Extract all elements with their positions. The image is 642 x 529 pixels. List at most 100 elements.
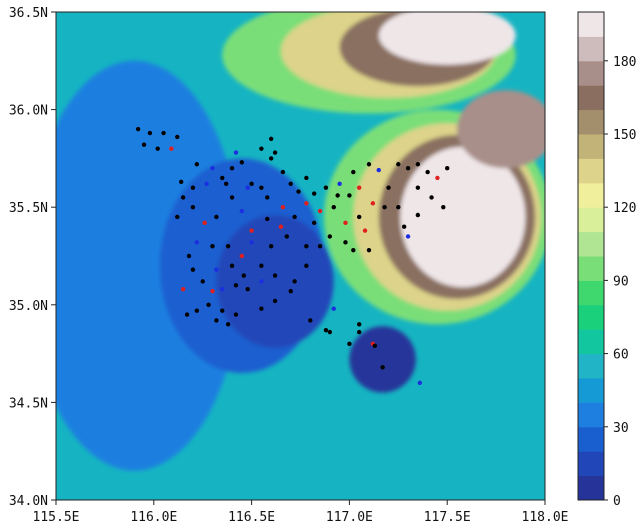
station-marker-51 bbox=[265, 216, 270, 222]
station-marker-70 bbox=[343, 240, 348, 245]
y-tick-label: 34.0N bbox=[9, 494, 48, 509]
station-marker-62 bbox=[225, 244, 231, 249]
station-marker-61 bbox=[210, 244, 215, 249]
station-marker-40 bbox=[401, 224, 407, 229]
station-marker-59 bbox=[175, 214, 180, 220]
station-marker-80 bbox=[210, 288, 215, 294]
colorbar-segment bbox=[578, 475, 604, 501]
station-marker-17 bbox=[272, 150, 278, 155]
station-marker-89 bbox=[259, 306, 264, 311]
station-marker-83 bbox=[190, 267, 196, 272]
station-marker-5 bbox=[169, 146, 174, 151]
station-marker-79 bbox=[220, 286, 225, 292]
station-marker-92 bbox=[194, 308, 200, 313]
station-marker-98 bbox=[327, 329, 333, 335]
station-marker-13 bbox=[229, 165, 235, 171]
colorbar-segment bbox=[578, 158, 604, 184]
station-marker-93 bbox=[184, 312, 190, 317]
colorbar-tick-label: 0 bbox=[613, 494, 621, 509]
station-marker-10 bbox=[190, 185, 196, 190]
station-marker-102 bbox=[356, 329, 362, 335]
station-marker-113 bbox=[245, 185, 250, 190]
station-marker-90 bbox=[272, 298, 278, 304]
station-marker-115 bbox=[296, 189, 301, 194]
station-marker-78 bbox=[233, 283, 239, 288]
colorbar-tick-label: 30 bbox=[613, 421, 629, 436]
station-marker-19 bbox=[265, 195, 270, 200]
contour-region-3 bbox=[349, 326, 416, 393]
station-marker-68 bbox=[317, 244, 323, 249]
x-axis: 115.5E 116.0E 116.5E 117.0E 117.5E 118.0E bbox=[33, 500, 568, 525]
colorbar-segment bbox=[578, 426, 604, 452]
colorbar-frame bbox=[577, 11, 605, 501]
station-marker-22 bbox=[304, 175, 309, 181]
station-marker-75 bbox=[272, 273, 278, 278]
station-marker-14 bbox=[239, 160, 245, 165]
station-marker-95 bbox=[214, 318, 219, 323]
station-marker-12 bbox=[220, 175, 225, 181]
station-marker-8 bbox=[210, 165, 215, 171]
station-marker-26 bbox=[351, 169, 356, 175]
station-marker-0 bbox=[135, 126, 141, 132]
station-marker-7 bbox=[194, 162, 200, 167]
station-marker-110 bbox=[268, 156, 274, 161]
station-marker-60 bbox=[194, 240, 200, 245]
colorbar-tick-label: 180 bbox=[613, 55, 636, 70]
y-axis: 34.0N 34.5N 35.0N 35.5N 36.0N 36.5N bbox=[9, 6, 56, 509]
station-marker-64 bbox=[249, 240, 254, 245]
station-marker-104 bbox=[372, 343, 378, 348]
station-marker-54 bbox=[229, 195, 235, 200]
station-marker-101 bbox=[356, 322, 362, 327]
y-tick-label: 34.5N bbox=[9, 396, 48, 411]
station-marker-87 bbox=[220, 308, 225, 313]
station-marker-18 bbox=[249, 181, 254, 186]
station-marker-96 bbox=[308, 318, 313, 323]
x-tick-label: 116.0E bbox=[130, 510, 177, 525]
station-marker-11 bbox=[204, 181, 209, 186]
station-marker-27 bbox=[356, 185, 362, 190]
colorbar-tick-label: 90 bbox=[613, 274, 629, 289]
colorbar-segment bbox=[578, 402, 604, 428]
contour-region-7 bbox=[378, 12, 516, 65]
station-marker-32 bbox=[405, 165, 411, 171]
station-marker-69 bbox=[327, 234, 333, 239]
station-marker-114 bbox=[280, 205, 286, 210]
station-marker-71 bbox=[351, 247, 356, 253]
colorbar-segment bbox=[578, 60, 604, 86]
station-marker-72 bbox=[362, 228, 368, 233]
station-marker-77 bbox=[245, 286, 250, 292]
colorbar-segment bbox=[578, 353, 604, 379]
station-marker-28 bbox=[366, 162, 372, 167]
station-marker-66 bbox=[284, 234, 290, 239]
station-marker-41 bbox=[405, 234, 411, 239]
station-marker-88 bbox=[233, 312, 239, 317]
colorbar-tick-label: 60 bbox=[613, 348, 629, 363]
station-marker-42 bbox=[382, 205, 387, 210]
station-marker-111 bbox=[223, 181, 229, 186]
station-marker-39 bbox=[415, 212, 421, 218]
station-marker-29 bbox=[376, 167, 381, 173]
station-marker-33 bbox=[415, 162, 421, 167]
colorbar-segment bbox=[578, 280, 604, 306]
station-marker-109 bbox=[259, 185, 264, 190]
station-marker-16 bbox=[268, 136, 274, 142]
station-marker-52 bbox=[249, 228, 254, 233]
station-marker-6 bbox=[175, 134, 180, 140]
y-tick-label: 35.0N bbox=[9, 299, 48, 314]
station-marker-37 bbox=[429, 195, 434, 200]
station-marker-81 bbox=[200, 279, 205, 284]
station-marker-108 bbox=[396, 205, 401, 210]
colorbar-segment bbox=[578, 231, 604, 257]
contour-region-12 bbox=[456, 90, 545, 169]
colorbar-segment bbox=[578, 304, 604, 330]
station-marker-46 bbox=[331, 205, 336, 210]
station-marker-23 bbox=[311, 191, 317, 196]
station-marker-57 bbox=[190, 205, 196, 210]
colorbar-segment bbox=[578, 12, 604, 37]
colorbar: 0 30 60 90 120 150 180 bbox=[577, 11, 636, 509]
station-marker-48 bbox=[304, 201, 309, 206]
station-marker-84 bbox=[214, 267, 219, 272]
colorbar-segment bbox=[578, 109, 604, 135]
station-marker-121 bbox=[259, 263, 264, 268]
